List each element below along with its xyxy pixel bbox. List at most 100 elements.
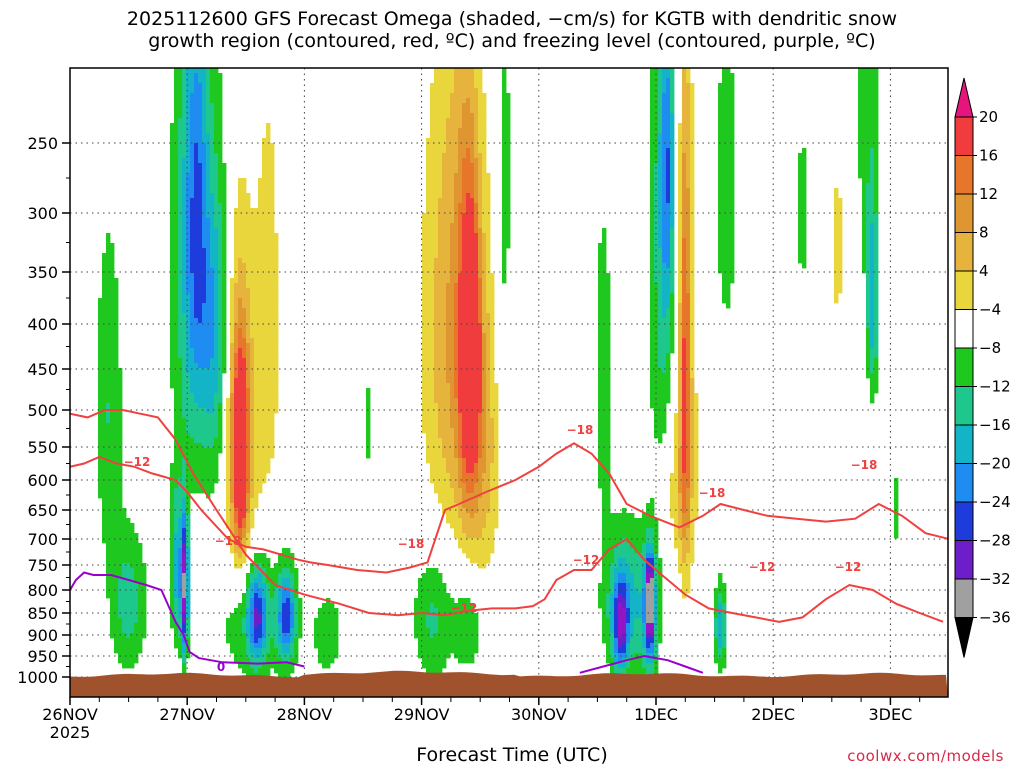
omega-cell: [234, 223, 239, 229]
omega-cell: [238, 458, 243, 464]
omega-cell: [482, 213, 487, 219]
omega-cell: [442, 623, 447, 629]
omega-cell: [450, 213, 455, 219]
omega-cell: [238, 498, 243, 504]
omega-cell: [258, 333, 263, 339]
omega-cell: [242, 463, 247, 469]
omega-cell: [262, 383, 267, 389]
omega-cell: [474, 183, 479, 189]
omega-cell: [438, 418, 443, 424]
omega-cell: [318, 643, 323, 649]
omega-cell: [422, 618, 427, 624]
omega-cell: [218, 428, 223, 434]
omega-cell: [102, 343, 107, 349]
omega-cell: [462, 83, 467, 89]
omega-cell: [186, 443, 191, 449]
omega-cell: [426, 383, 431, 389]
omega-cell: [266, 208, 271, 214]
omega-cell: [434, 243, 439, 249]
omega-cell: [106, 248, 111, 254]
omega-cell: [242, 368, 247, 374]
omega-cell: [490, 363, 495, 369]
omega-cell: [206, 238, 211, 244]
omega-cell: [486, 198, 491, 204]
omega-cell: [278, 668, 283, 674]
omega-cell: [426, 628, 431, 634]
omega-cell: [438, 428, 443, 434]
omega-cell: [130, 593, 135, 599]
omega-cell: [186, 283, 191, 289]
omega-cell: [126, 603, 131, 609]
omega-cell: [450, 418, 455, 424]
omega-cell: [234, 508, 239, 514]
omega-cell: [450, 298, 455, 304]
omega-cell: [194, 413, 199, 419]
omega-cell: [470, 618, 475, 624]
omega-cell: [478, 218, 483, 224]
omega-cell: [174, 273, 179, 279]
omega-cell: [182, 68, 187, 74]
omega-cell: [238, 278, 243, 284]
omega-cell: [190, 413, 195, 419]
omega-cell: [238, 313, 243, 319]
omega-cell: [114, 583, 119, 589]
omega-cell: [138, 568, 143, 574]
omega-cell: [178, 243, 183, 249]
omega-cell: [110, 393, 115, 399]
omega-cell: [478, 373, 483, 379]
omega-cell: [434, 303, 439, 309]
omega-cell: [486, 338, 491, 344]
omega-cell: [270, 613, 275, 619]
omega-cell: [322, 663, 327, 669]
omega-cell: [458, 543, 463, 549]
omega-cell: [474, 488, 479, 494]
omega-cell: [486, 218, 491, 224]
omega-cell: [178, 183, 183, 189]
omega-cell: [470, 433, 475, 439]
omega-cell: [254, 358, 259, 364]
omega-cell: [178, 308, 183, 314]
omega-cell: [178, 633, 183, 639]
omega-cell: [230, 413, 235, 419]
omega-cell: [274, 273, 279, 279]
omega-cell: [174, 128, 179, 134]
omega-cell: [470, 363, 475, 369]
omega-cell: [190, 78, 195, 84]
omega-cell: [262, 218, 267, 224]
omega-cell: [138, 593, 143, 599]
omega-cell: [174, 428, 179, 434]
omega-cell: [426, 213, 431, 219]
omega-cell: [458, 468, 463, 474]
omega-cell: [178, 108, 183, 114]
omega-cell: [214, 443, 219, 449]
omega-cell: [238, 408, 243, 414]
omega-cell: [466, 348, 471, 354]
omega-cell: [118, 458, 123, 464]
omega-cell: [186, 298, 191, 304]
omega-cell: [458, 488, 463, 494]
omega-cell: [482, 523, 487, 529]
omega-cell: [474, 133, 479, 139]
omega-cell: [270, 573, 275, 579]
omega-cell: [242, 338, 247, 344]
omega-cell: [286, 568, 291, 574]
omega-cell: [174, 238, 179, 244]
omega-cell: [238, 473, 243, 479]
omega-cell: [446, 188, 451, 194]
omega-cell: [254, 408, 259, 414]
omega-cell: [110, 388, 115, 394]
omega-cell: [214, 343, 219, 349]
omega-cell: [114, 363, 119, 369]
omega-cell: [454, 93, 459, 99]
omega-cell: [458, 648, 463, 654]
omega-cell: [114, 513, 119, 519]
omega-cell: [458, 293, 463, 299]
omega-cell: [238, 388, 243, 394]
omega-cell: [226, 448, 231, 454]
omega-cell: [414, 603, 419, 609]
omega-cell: [250, 253, 255, 259]
omega-cell: [242, 528, 247, 534]
omega-cell: [210, 428, 215, 434]
omega-cell: [206, 463, 211, 469]
omega-cell: [454, 138, 459, 144]
